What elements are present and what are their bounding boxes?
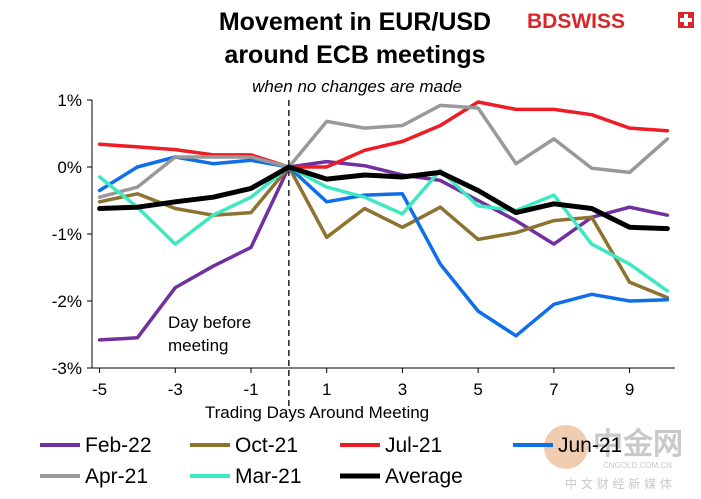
x-axis-title: Trading Days Around Meeting (205, 403, 429, 422)
annotation-line1: Day before (168, 313, 251, 332)
legend-label-jul-21: Jul-21 (385, 434, 442, 457)
x-tick-label: -5 (92, 380, 107, 399)
watermark-site: CNGOLD.COM.CN (603, 461, 672, 470)
legend-label-mar-21: Mar-21 (235, 465, 302, 488)
x-tick-label: 9 (625, 380, 634, 399)
x-tick-label: 1 (322, 380, 331, 399)
x-tick-label: 7 (549, 380, 558, 399)
series-line-feb-22 (97, 159, 670, 342)
y-tick-label: -3% (52, 359, 82, 378)
annotation-line2: meeting (168, 336, 228, 355)
y-tick-label: 0% (57, 158, 82, 177)
legend-label-jun-21: Jun-21 (558, 434, 622, 457)
x-tick-label: 5 (473, 380, 482, 399)
brand-logo: BDSWISS (527, 10, 694, 33)
y-tick-label: -2% (52, 292, 82, 311)
watermark-tagline: 中 文 财 经 新 媒 体 (565, 476, 672, 491)
series-line-jul-21 (97, 100, 670, 169)
series-line-jun-21 (97, 155, 670, 338)
legend: Feb-22 Oct-21 Jul-21 Jun-21 Apr-21 Mar-21 Aver… (40, 434, 622, 488)
watermark-main: 中金网 (593, 427, 683, 462)
legend-label-apr-21: Apr-21 (85, 465, 148, 488)
watermark-logo-icon (544, 425, 588, 469)
series-line-average (97, 164, 670, 232)
y-tick-label: -1% (52, 225, 82, 244)
x-tick-label: 3 (398, 380, 407, 399)
x-tick-label: -3 (168, 380, 183, 399)
brand-text: BDSWISS (527, 10, 625, 33)
chart-title-line1: Movement in EUR/USD (219, 8, 491, 36)
legend-label-average: Average (385, 465, 463, 488)
watermark: 中金网 CNGOLD.COM.CN 中 文 财 经 新 媒 体 (544, 425, 683, 491)
legend-label-feb-22: Feb-22 (85, 434, 152, 457)
chart-subtitle: when no changes are made (252, 77, 462, 96)
y-axis-ticks: 1% 0% -1% -2% -3% (52, 91, 92, 378)
series-lines (97, 100, 670, 342)
x-axis-ticks: -5 -3 -1 1 3 5 7 9 (92, 368, 634, 399)
legend-label-oct-21: Oct-21 (235, 434, 298, 457)
series-line-mar-21 (97, 165, 670, 293)
series-line-apr-21 (97, 103, 670, 199)
x-tick-label: -1 (243, 380, 258, 399)
y-tick-label: 1% (57, 91, 82, 110)
chart-title-line2: around ECB meetings (224, 41, 485, 69)
